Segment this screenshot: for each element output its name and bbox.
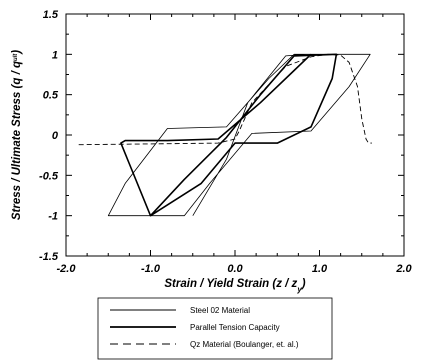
y-axis-title-main: Stress / Ultimate Stress (q / q: [11, 61, 23, 220]
y-tick-label: 0: [52, 130, 59, 142]
x-tick-label: 2.0: [395, 263, 412, 275]
y-tick-label: 1: [52, 49, 58, 61]
x-tick-label: 0.0: [227, 263, 243, 275]
legend-box: [97, 297, 333, 360]
x-tick-label: 1.0: [312, 263, 328, 275]
y-tick-label: 1.5: [43, 9, 59, 21]
legend-label-2: Parallel Tension Capacity: [190, 323, 280, 332]
y-tick-label: 0.5: [43, 90, 59, 102]
y-tick-label: -0.5: [39, 170, 59, 182]
x-axis-title-end: ): [300, 278, 306, 290]
axis-ticks: -2.0 -1.0 0.0 1.0 2.0 -1.5 -1 -0.5 0 0.5 1 1.5: [39, 9, 412, 275]
series-line-1: [107, 53, 371, 217]
x-axis-title-sub: y: [296, 285, 302, 294]
legend-label-3: Qz Material (Boulanger, et. al.): [190, 340, 299, 349]
x-tick-label: -2.0: [57, 263, 77, 275]
y-axis-title-end: ): [11, 50, 23, 56]
x-axis-title-main: Strain / Yield Strain (z / z: [164, 278, 297, 290]
plot-frame: [65, 13, 405, 257]
y-axis-title: Stress / Ultimate Stress (q / qult): [11, 50, 23, 220]
series-group: [78, 53, 372, 217]
x-tick-label: -1.0: [141, 263, 161, 275]
series-line-2: [120, 53, 338, 217]
y-axis-title-sup: ult: [13, 53, 19, 61]
y-tick-label: -1: [48, 211, 58, 223]
legend: Steel 02 Material Parallel Tension Capaci…: [97, 297, 333, 360]
x-axis-title: Strain / Yield Strain (z / zy): [164, 278, 305, 294]
y-tick-label: -1.5: [39, 251, 59, 263]
legend-label-1: Steel 02 Material: [190, 306, 250, 315]
series-line-3: [78, 53, 372, 146]
